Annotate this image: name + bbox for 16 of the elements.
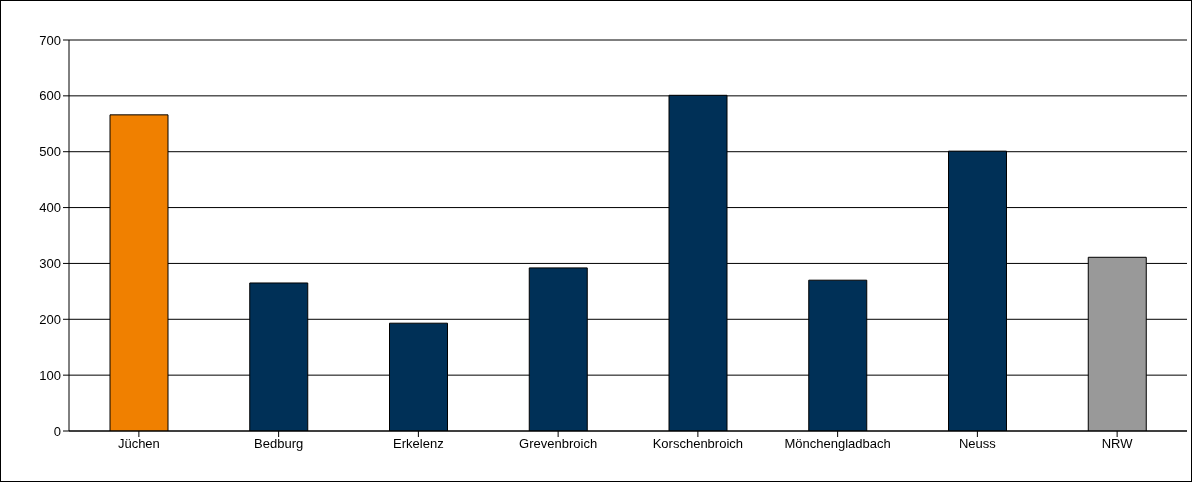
- x-tick-label: Jüchen: [117, 436, 160, 452]
- y-tick-label: 500: [39, 144, 61, 160]
- y-tick-label: 200: [39, 311, 61, 327]
- x-tick-label: Mönchengladbach: [784, 436, 891, 452]
- y-tick-label: 600: [39, 88, 61, 104]
- x-tick-label: Grevenbroich: [519, 436, 598, 452]
- x-tick-label: Erkelenz: [393, 436, 444, 452]
- x-tick-label: Bedburg: [254, 436, 304, 452]
- x-tick-label: Korschenbroich: [652, 436, 744, 452]
- y-tick-label: 400: [39, 200, 61, 216]
- y-tick-label: 300: [39, 256, 61, 272]
- x-tick-label: Neuss: [958, 436, 997, 452]
- y-tick-label: 0: [53, 423, 61, 439]
- y-tick-label: 700: [39, 32, 61, 48]
- y-tick-label: 100: [39, 367, 61, 383]
- x-tick-label: NRW: [1101, 436, 1134, 452]
